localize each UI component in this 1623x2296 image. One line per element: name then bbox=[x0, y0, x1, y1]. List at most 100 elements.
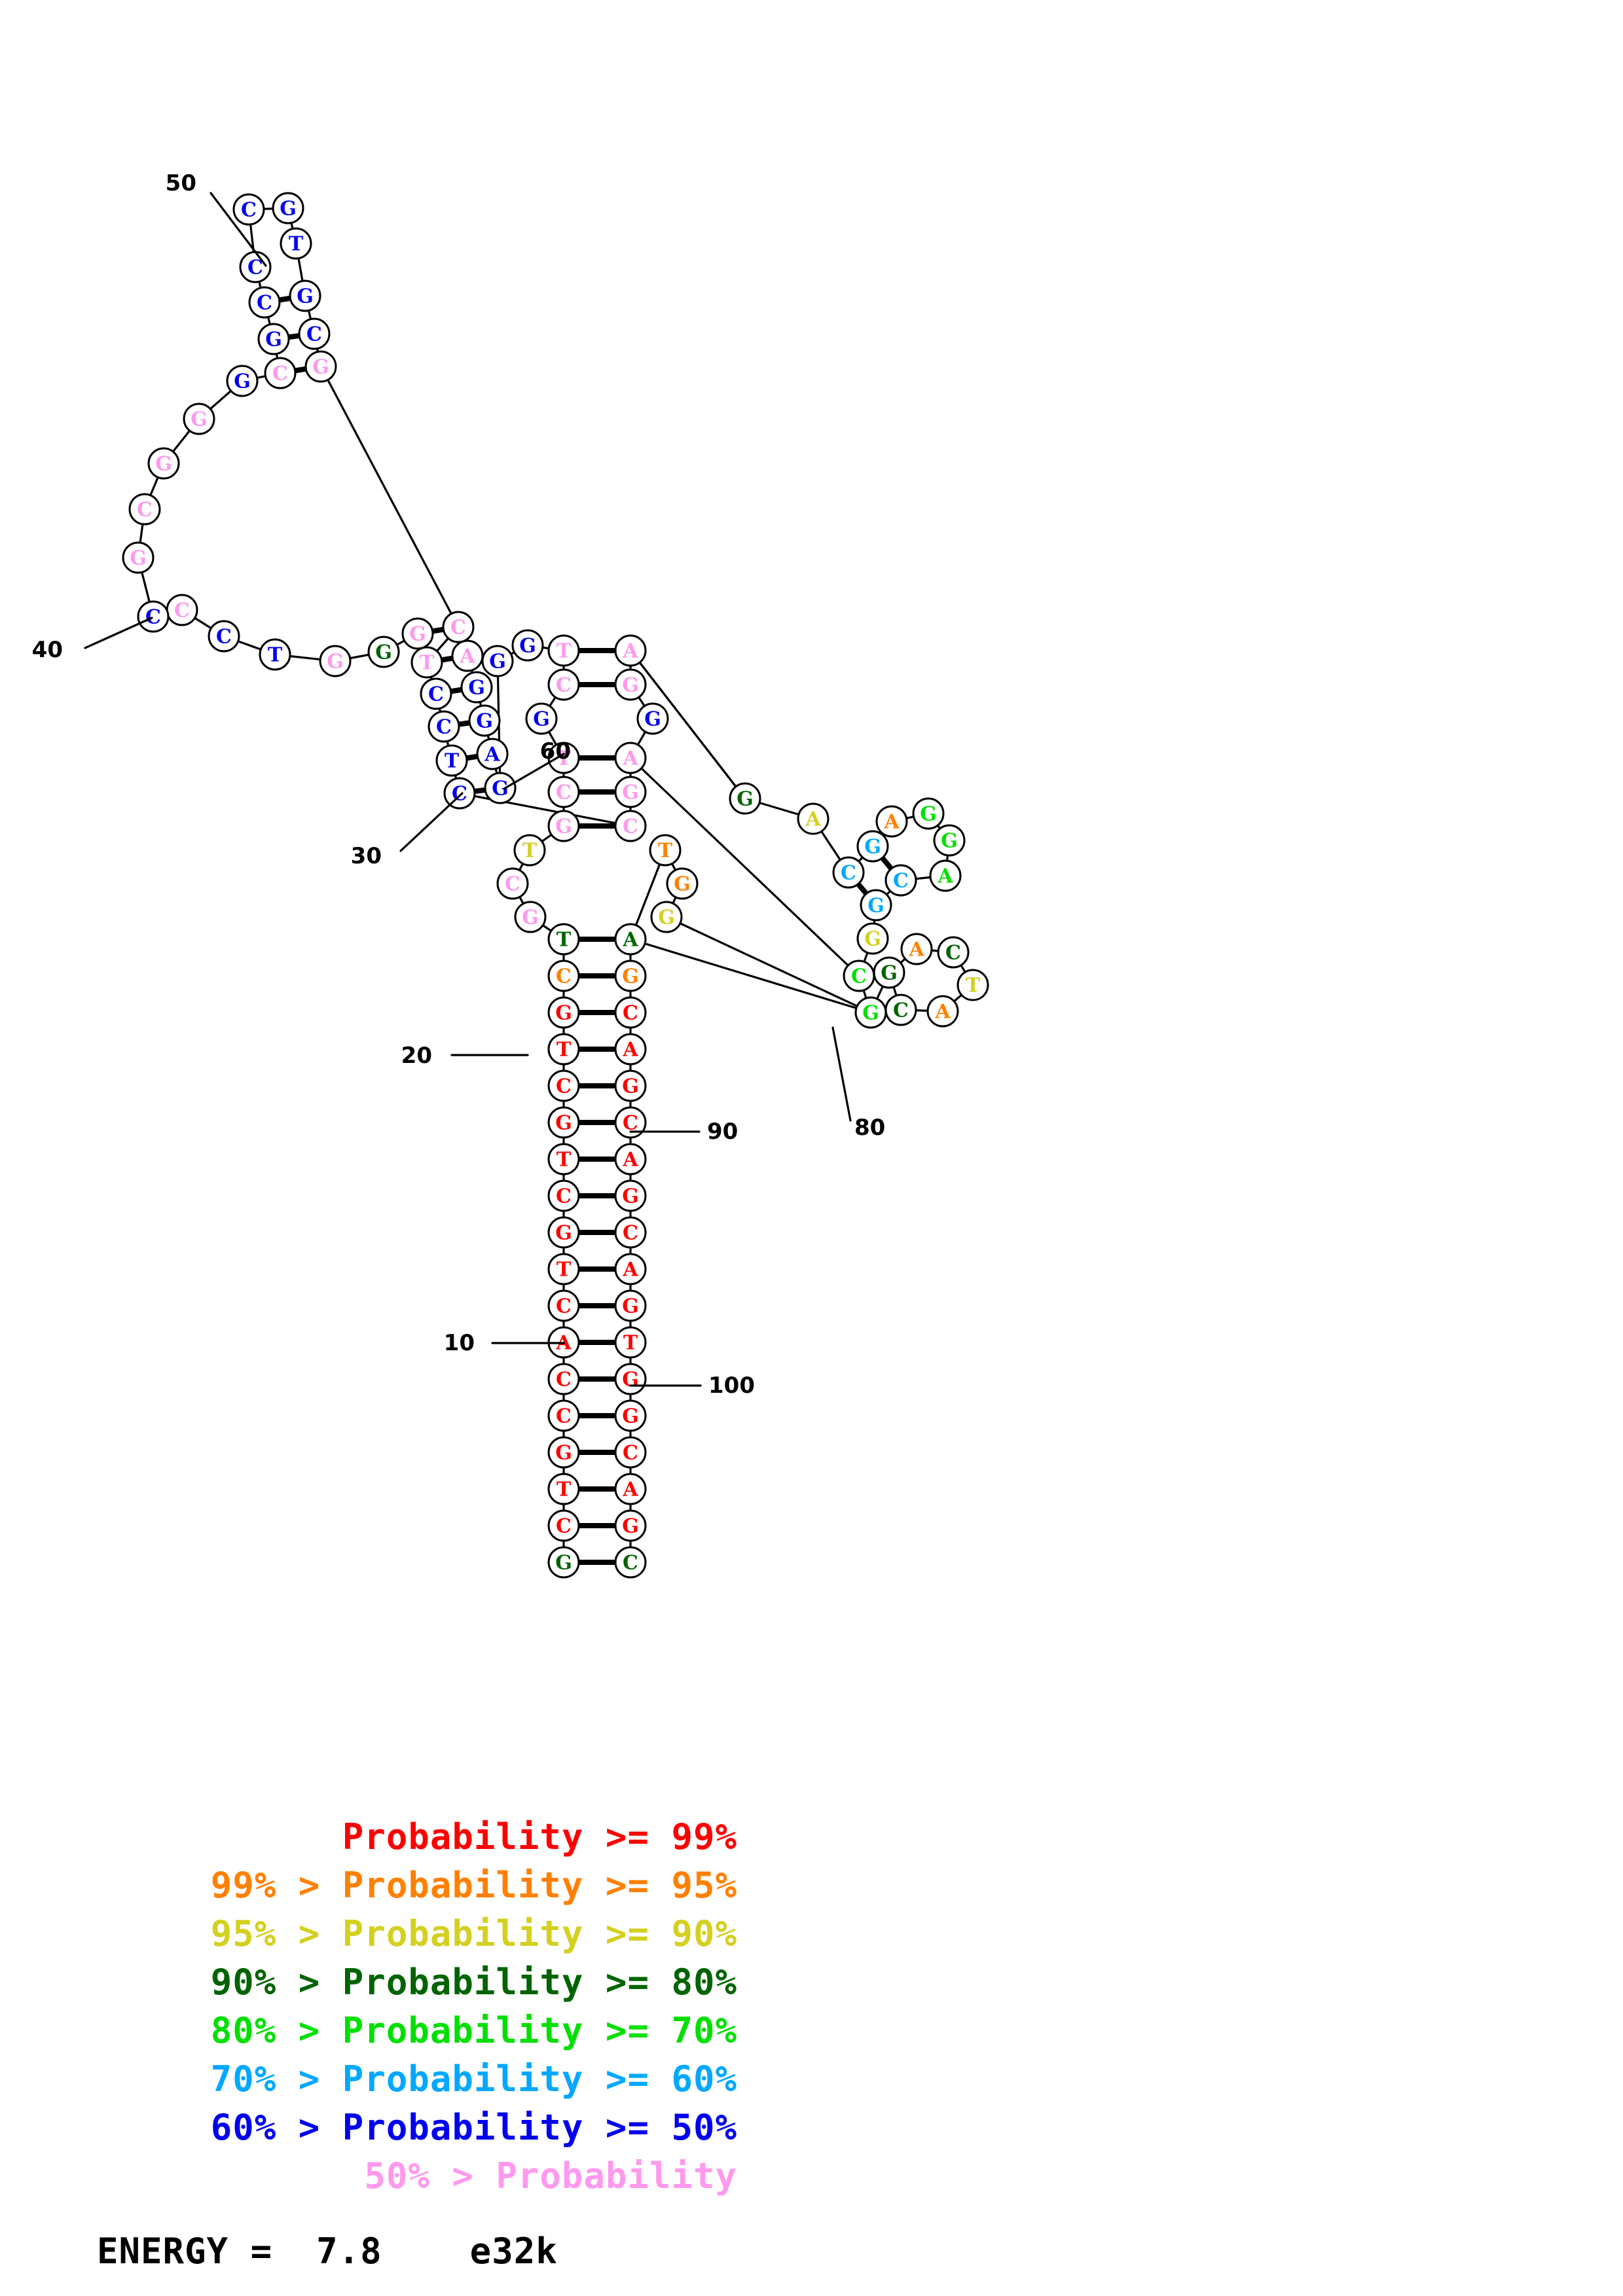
nucleotide-G[interactable]: G bbox=[468, 704, 501, 737]
nucleotide-C[interactable]: C bbox=[547, 776, 580, 808]
nucleotide-T[interactable]: T bbox=[513, 834, 546, 867]
nucleotide-C[interactable]: C bbox=[614, 810, 647, 842]
nucleotide-G[interactable]: G bbox=[304, 350, 337, 383]
nucleotide-C[interactable]: C bbox=[614, 1436, 647, 1469]
nucleotide-A[interactable]: A bbox=[614, 1253, 647, 1285]
nucleotide-G[interactable]: G bbox=[514, 901, 547, 933]
nucleotide-G[interactable]: G bbox=[122, 541, 155, 574]
nucleotide-G[interactable]: G bbox=[614, 668, 647, 701]
nucleotide-T[interactable]: T bbox=[547, 1253, 580, 1285]
nucleotide-A[interactable]: A bbox=[614, 742, 647, 774]
nucleotide-G[interactable]: G bbox=[614, 1363, 647, 1395]
nucleotide-C[interactable]: C bbox=[547, 1289, 580, 1322]
nucleotide-C[interactable]: C bbox=[137, 600, 170, 633]
nucleotide-C[interactable]: C bbox=[614, 1546, 647, 1579]
nucleotide-A[interactable]: A bbox=[614, 1143, 647, 1175]
nucleotide-G[interactable]: G bbox=[547, 1546, 580, 1579]
nucleotide-G[interactable]: G bbox=[289, 279, 321, 312]
nucleotide-A[interactable]: A bbox=[614, 1033, 647, 1066]
nucleotide-C[interactable]: C bbox=[884, 994, 917, 1026]
nucleotide-G[interactable]: G bbox=[650, 901, 683, 933]
nucleotide-C[interactable]: C bbox=[832, 856, 865, 889]
nucleotide-G[interactable]: G bbox=[481, 645, 514, 677]
nucleotide-A[interactable]: A bbox=[614, 1473, 647, 1505]
nucleotide-C[interactable]: C bbox=[496, 867, 529, 900]
nucleotide-C[interactable]: C bbox=[547, 668, 580, 701]
nucleotide-G[interactable]: G bbox=[854, 996, 887, 1029]
nucleotide-C[interactable]: C bbox=[884, 864, 917, 897]
nucleotide-C[interactable]: C bbox=[442, 611, 475, 643]
nucleotide-C[interactable]: C bbox=[232, 193, 265, 226]
nucleotide-G[interactable]: G bbox=[460, 671, 493, 704]
nucleotide-C[interactable]: C bbox=[614, 996, 647, 1029]
nucleotide-G[interactable]: G bbox=[933, 824, 966, 857]
nucleotide-T[interactable]: T bbox=[547, 1473, 580, 1505]
nucleotide-C[interactable]: C bbox=[547, 1179, 580, 1212]
nucleotide-T[interactable]: T bbox=[957, 969, 989, 1001]
nucleotide-T[interactable]: T bbox=[649, 834, 682, 867]
nucleotide-C[interactable]: C bbox=[264, 357, 297, 389]
nucleotide-G[interactable]: G bbox=[614, 960, 647, 992]
nucleotide-G[interactable]: G bbox=[547, 996, 580, 1029]
nucleotide-A[interactable]: A bbox=[451, 639, 484, 672]
nucleotide-T[interactable]: T bbox=[614, 1326, 647, 1359]
nucleotide-A[interactable]: A bbox=[929, 859, 962, 892]
nucleotide-A[interactable]: A bbox=[614, 923, 647, 956]
nucleotide-C[interactable]: C bbox=[239, 251, 272, 283]
nucleotide-G[interactable]: G bbox=[484, 772, 517, 804]
nucleotide-A[interactable]: A bbox=[900, 933, 933, 965]
nucleotide-G[interactable]: G bbox=[367, 636, 400, 668]
nucleotide-C[interactable]: C bbox=[420, 677, 452, 710]
nucleotide-T[interactable]: T bbox=[547, 923, 580, 956]
nucleotide-A[interactable]: A bbox=[797, 802, 830, 835]
nucleotide-C[interactable]: C bbox=[298, 317, 331, 350]
nucleotide-G[interactable]: G bbox=[525, 702, 558, 735]
nucleotide-G[interactable]: G bbox=[226, 365, 259, 397]
nucleotide-C[interactable]: C bbox=[843, 960, 875, 992]
nucleotide-G[interactable]: G bbox=[614, 776, 647, 808]
nucleotide-T[interactable]: T bbox=[547, 1143, 580, 1175]
nucleotide-G[interactable]: G bbox=[614, 1509, 647, 1542]
nucleotide-C[interactable]: C bbox=[166, 594, 198, 626]
nucleotide-C[interactable]: C bbox=[547, 1399, 580, 1432]
nucleotide-C[interactable]: C bbox=[937, 936, 970, 969]
nucleotide-A[interactable]: A bbox=[476, 738, 509, 770]
nucleotide-C[interactable]: C bbox=[547, 1069, 580, 1102]
nucleotide-C[interactable]: C bbox=[128, 493, 161, 526]
nucleotide-G[interactable]: G bbox=[614, 1069, 647, 1102]
nucleotide-G[interactable]: G bbox=[860, 889, 892, 922]
nucleotide-C[interactable]: C bbox=[614, 1106, 647, 1139]
nucleotide-T[interactable]: T bbox=[280, 227, 312, 260]
nucleotide-G[interactable]: G bbox=[401, 617, 434, 650]
nucleotide-G[interactable]: G bbox=[636, 702, 669, 735]
nucleotide-G[interactable]: G bbox=[547, 1216, 580, 1249]
nucleotide-G[interactable]: G bbox=[614, 1289, 647, 1322]
nucleotide-A[interactable]: A bbox=[614, 634, 647, 667]
nucleotide-G[interactable]: G bbox=[511, 629, 544, 662]
nucleotide-T[interactable]: T bbox=[547, 634, 580, 667]
nucleotide-G[interactable]: G bbox=[272, 192, 304, 224]
nucleotide-C[interactable]: C bbox=[547, 1509, 580, 1542]
nucleotide-G[interactable]: G bbox=[856, 830, 889, 863]
nucleotide-G[interactable]: G bbox=[183, 403, 215, 435]
nucleotide-C[interactable]: C bbox=[428, 710, 460, 743]
nucleotide-G[interactable]: G bbox=[547, 1436, 580, 1469]
nucleotide-A[interactable]: A bbox=[926, 995, 959, 1028]
nucleotide-A[interactable]: A bbox=[875, 805, 908, 838]
nucleotide-G[interactable]: G bbox=[147, 447, 180, 480]
nucleotide-T[interactable]: T bbox=[259, 638, 291, 671]
nucleotide-G[interactable]: G bbox=[614, 1399, 647, 1432]
nucleotide-G[interactable]: G bbox=[729, 782, 761, 815]
nucleotide-G[interactable]: G bbox=[856, 922, 889, 955]
nucleotide-G[interactable]: G bbox=[547, 1106, 580, 1139]
nucleotide-T[interactable]: T bbox=[435, 744, 468, 777]
nucleotide-G[interactable]: G bbox=[912, 797, 945, 830]
nucleotide-C[interactable]: C bbox=[547, 1363, 580, 1395]
nucleotide-T[interactable]: T bbox=[547, 1033, 580, 1066]
nucleotide-G[interactable]: G bbox=[666, 867, 699, 900]
nucleotide-G[interactable]: G bbox=[873, 956, 905, 989]
nucleotide-G[interactable]: G bbox=[614, 1179, 647, 1212]
nucleotide-C[interactable]: C bbox=[208, 620, 240, 653]
nucleotide-G[interactable]: G bbox=[547, 810, 580, 842]
nucleotide-C[interactable]: C bbox=[547, 960, 580, 992]
